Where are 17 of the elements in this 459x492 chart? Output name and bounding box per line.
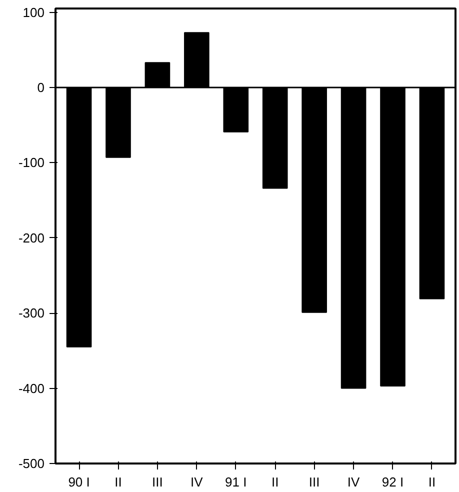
y-tick-label: -300 [18,306,45,321]
y-tick-label: 0 [37,80,45,95]
y-tick-label: -100 [18,155,45,170]
x-tick-label: II [114,474,122,490]
x-tick-label: 92 I [382,474,404,490]
y-tick-label: -200 [18,230,45,246]
y-tick-label: 100 [22,4,45,20]
x-tick-label: 91 I [225,474,247,490]
y-tick-label: -400 [18,380,45,396]
x-tick-label: II [271,474,279,490]
x-tick-label: IV [347,474,360,490]
x-tick-label: III [308,474,320,490]
x-tick-label: II [428,474,436,490]
x-tick-label: 90 I [68,474,90,490]
x-tick-label: IV [190,474,204,490]
y-tick-label: -500 [18,456,45,471]
x-tick-label: III [152,474,163,490]
